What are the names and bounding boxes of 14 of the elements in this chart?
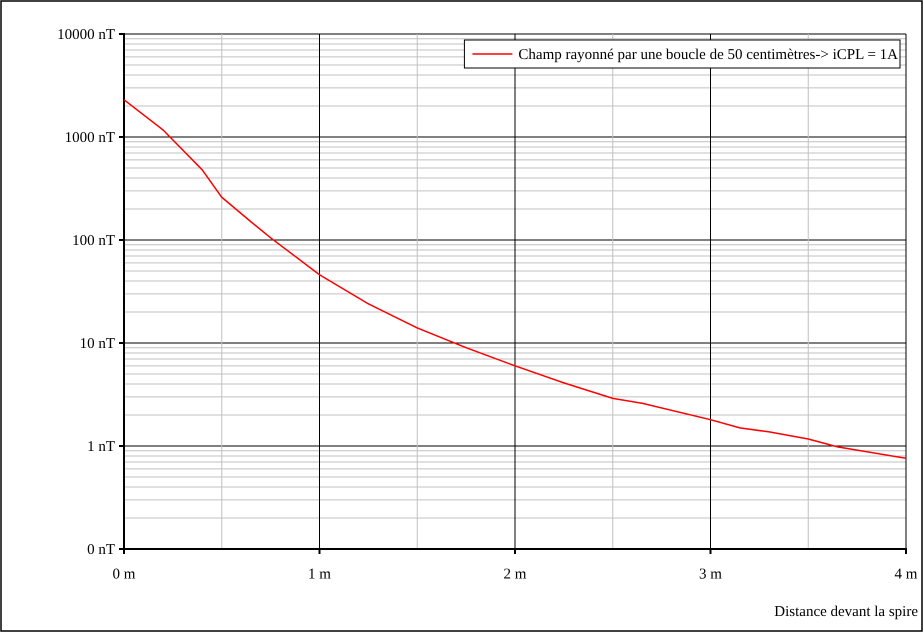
x-tick-label: 0 m [112, 566, 136, 583]
y-tick-label: 1000 nT [64, 130, 115, 146]
y-tick-label: 0 nT [87, 542, 115, 558]
y-tick-label: 10000 nT [57, 26, 115, 43]
line-series [123, 98, 907, 460]
x-tick-label: 3 m [699, 566, 722, 583]
x-axis-title: Distance devant la spire [774, 604, 918, 620]
x-tick-label: 1 m [308, 566, 332, 583]
x-tick-label: 2 m [504, 566, 527, 583]
legend-label: Champ rayonné par une boucle de 50 centimètres-> iCPL = 1A [518, 47, 898, 63]
x-tick-label: 4 m [894, 566, 918, 583]
y-tick-label: 100 nT [72, 232, 115, 249]
y-tick-label: 1 nT [87, 438, 115, 455]
y-tick-label: 10 nT [80, 336, 115, 352]
